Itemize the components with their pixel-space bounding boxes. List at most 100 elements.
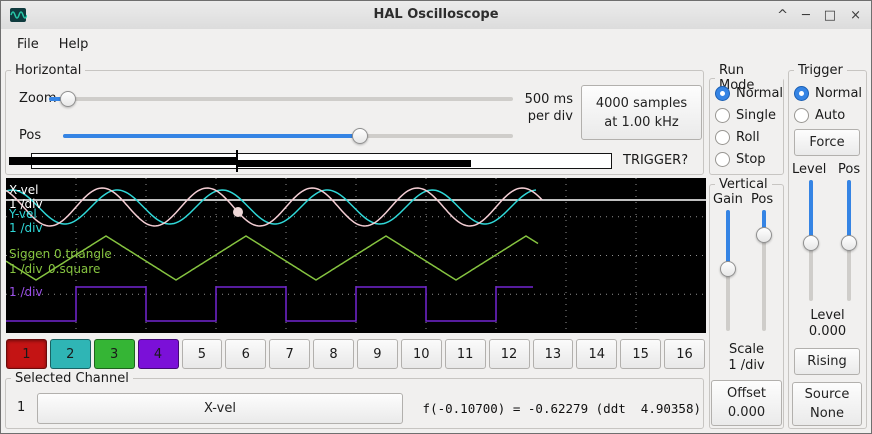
- channel-button-12[interactable]: 12: [488, 339, 530, 369]
- gain-fill: [726, 210, 730, 270]
- menubar: File Help: [1, 29, 871, 59]
- horizontal-group: Horizontal: [5, 63, 704, 175]
- channel-button-6[interactable]: 6: [225, 339, 267, 369]
- close-button[interactable]: ×: [850, 7, 861, 23]
- scale-value: 1 /div: [728, 358, 765, 373]
- scope-channel-label: 1 /div: [9, 285, 43, 299]
- force-button-label: Force: [809, 135, 845, 150]
- trigger-level-value: 0.000: [808, 324, 847, 339]
- shade-button[interactable]: ^: [777, 7, 788, 23]
- channel-button-2[interactable]: 2: [49, 339, 91, 369]
- timebase-line1: 500 ms: [524, 92, 573, 107]
- selected-channel-group-label: Selected Channel: [15, 371, 129, 386]
- trigger-level-slider-label: Level: [792, 162, 827, 177]
- radio-icon: [715, 151, 730, 167]
- channel-button-10[interactable]: 10: [400, 339, 442, 369]
- trigger-group-label: Trigger: [798, 63, 843, 78]
- vertical-pos-fill: [762, 210, 766, 236]
- trigger-edge-button[interactable]: Rising: [794, 348, 860, 375]
- app-icon: [10, 8, 27, 22]
- record-extent-bar: [9, 157, 237, 165]
- gain-slider[interactable]: [719, 210, 737, 331]
- radio-icon: [794, 85, 809, 101]
- radio-icon: [715, 129, 730, 145]
- trigger-pos-thumb[interactable]: [841, 234, 857, 251]
- vertical-pos-thumb[interactable]: [756, 227, 772, 244]
- channel-button-5[interactable]: 5: [181, 339, 223, 369]
- gain-slider-label: Gain: [713, 192, 743, 207]
- menu-file[interactable]: File: [17, 36, 39, 52]
- scope-display[interactable]: X-vel 1 /div Y-vel 1 /div Siggen 0.triangle 1…: [6, 178, 706, 333]
- channel-button-4[interactable]: 4: [137, 339, 179, 369]
- offset-value: 0.000: [727, 405, 766, 420]
- radio-label: Roll: [736, 129, 760, 145]
- channel-button-3[interactable]: 3: [93, 339, 135, 369]
- trigger-pos-slider[interactable]: [840, 180, 858, 301]
- scope-channel-label: 1 /div: [9, 197, 43, 211]
- vertical-pos-slider-label: Pos: [751, 192, 774, 207]
- offset-button[interactable]: Offset 0.000: [711, 380, 782, 426]
- trigger-position-line: [236, 150, 238, 172]
- samples-button[interactable]: 4000 samples at 1.00 kHz: [581, 85, 702, 140]
- trigger-level-caption: Level: [810, 308, 845, 323]
- trigger-edge-label: Rising: [807, 354, 847, 369]
- trigger-question-label: TRIGGER?: [623, 153, 689, 168]
- trigger-pos-fill: [847, 180, 851, 243]
- channel-button-row: 1 2 3 4 5 6 7 8 9 10 11 12 13 14 15 16: [6, 339, 705, 369]
- force-button[interactable]: Force: [794, 129, 860, 156]
- zoom-label: Zoom: [19, 91, 57, 106]
- radio-icon: [715, 107, 730, 123]
- vertical-pos-slider[interactable]: [755, 210, 773, 331]
- timebase-readout: 500 ms per div: [505, 91, 573, 125]
- zoom-slider[interactable]: [49, 90, 513, 108]
- pos-slider-fill: [63, 134, 360, 138]
- trigger-radio-auto[interactable]: Auto: [794, 107, 845, 123]
- channel-name-button[interactable]: X-vel: [37, 393, 403, 424]
- scope-channel-label: 1 /div: [9, 262, 43, 276]
- scale-caption: Scale: [729, 342, 764, 357]
- trigger-level-thumb[interactable]: [803, 234, 819, 251]
- timebase-line2: per div: [527, 109, 573, 124]
- pos-slider-thumb[interactable]: [352, 128, 368, 144]
- menu-help[interactable]: Help: [58, 36, 89, 52]
- runmode-radio-stop[interactable]: Stop: [715, 151, 766, 167]
- gain-thumb[interactable]: [720, 261, 736, 278]
- vertical-pos-track: [762, 210, 766, 331]
- channel-button-1[interactable]: 1: [6, 339, 47, 369]
- zoom-slider-track: [49, 97, 513, 101]
- trigger-source-line1: Source: [804, 387, 850, 402]
- channel-button-11[interactable]: 11: [444, 339, 486, 369]
- radio-label: Normal: [815, 85, 863, 101]
- radio-icon: [794, 107, 809, 123]
- scope-channel-label: X-vel: [9, 183, 38, 197]
- channel-button-7[interactable]: 7: [269, 339, 311, 369]
- trigger-source-button[interactable]: Source None: [792, 382, 862, 426]
- trace-siggen-triangle: [6, 235, 539, 281]
- maximize-button[interactable]: □: [823, 7, 837, 23]
- pos-label: Pos: [19, 128, 42, 143]
- trigger-radio-normal[interactable]: Normal: [794, 85, 862, 101]
- zoom-slider-thumb[interactable]: [59, 91, 76, 107]
- cursor-marker[interactable]: [233, 207, 243, 217]
- runmode-radio-roll[interactable]: Roll: [715, 129, 760, 145]
- channel-button-16[interactable]: 16: [664, 339, 705, 369]
- channel-button-14[interactable]: 14: [576, 339, 618, 369]
- runmode-radio-normal[interactable]: Normal: [715, 85, 783, 101]
- offset-caption: Offset: [726, 386, 767, 401]
- pos-slider[interactable]: [63, 127, 513, 145]
- trigger-level-slider[interactable]: [802, 180, 820, 301]
- samples-line2: at 1.00 kHz: [604, 114, 679, 130]
- selected-channel-group: Selected Channel: [5, 371, 704, 429]
- channel-button-8[interactable]: 8: [313, 339, 354, 369]
- channel-name-label: X-vel: [204, 401, 236, 416]
- scope-channel-label: 0.square: [48, 262, 100, 276]
- channel-button-9[interactable]: 9: [357, 339, 398, 369]
- runmode-radio-single[interactable]: Single: [715, 107, 776, 123]
- channel-button-13[interactable]: 13: [532, 339, 574, 369]
- minimize-button[interactable]: ─: [801, 7, 810, 23]
- channel-button-15[interactable]: 15: [620, 339, 662, 369]
- trigger-group: Trigger: [788, 63, 867, 429]
- trace-y-vel: [6, 189, 537, 225]
